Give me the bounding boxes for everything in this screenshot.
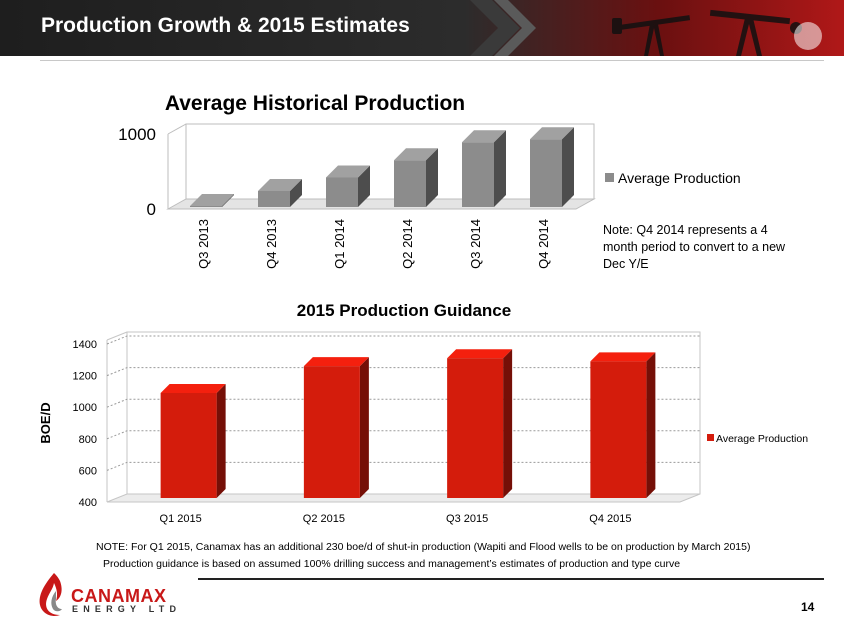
- y-tick-label: 400: [79, 497, 97, 509]
- bar-historical: [394, 148, 438, 207]
- bar-historical: [462, 130, 506, 207]
- canamax-flame-logo-icon: [39, 573, 62, 616]
- bar-historical: [190, 194, 234, 207]
- y-tick-label: 600: [79, 465, 97, 477]
- bar-historical: [326, 165, 370, 207]
- page-number: 14: [801, 600, 815, 614]
- page-title: Production Growth & 2015 Estimates: [41, 14, 410, 37]
- footer-divider: [198, 578, 824, 580]
- x-tick-label: Q4 2015: [589, 513, 631, 525]
- historical-production-chart: Average Historical Production 0 1000 Q3 201…: [118, 92, 741, 269]
- logo-wordmark: CANAMAX: [71, 586, 167, 606]
- legend-label: Average Production: [618, 170, 741, 186]
- x-tick-label: Q3 2014: [468, 219, 483, 269]
- footnote-shut-in: NOTE: For Q1 2015, Canamax has an additi…: [96, 541, 751, 553]
- bar-guidance: [447, 349, 513, 498]
- chart-title: Average Historical Production: [165, 92, 465, 115]
- chevron-decoration: [470, 0, 536, 56]
- chart-floor: [106, 493, 701, 503]
- legend-swatch: [605, 173, 614, 182]
- x-tick-label: Q3 2015: [446, 513, 488, 525]
- bar-guidance: [160, 383, 226, 498]
- x-tick-label: Q4 2014: [536, 219, 551, 269]
- header-banner: Production Growth & 2015 Estimates: [0, 0, 844, 56]
- bar-historical: [258, 179, 302, 207]
- q4-note: Note: Q4 2014 represents a 4 month perio…: [603, 223, 786, 271]
- x-tick-label: Q1 2014: [332, 219, 347, 269]
- bar-guidance: [590, 352, 656, 498]
- y-tick-label: 1400: [73, 339, 97, 351]
- gridline: [106, 398, 700, 408]
- logo-subtitle: ENERGY LTD: [72, 604, 182, 614]
- bar-guidance: [303, 357, 369, 498]
- gridline: [106, 335, 700, 345]
- y-tick-label: 800: [79, 434, 97, 446]
- gridline: [106, 430, 700, 440]
- legend-label: Average Production: [716, 433, 808, 445]
- footnote-guidance-basis: Production guidance is based on assumed …: [103, 558, 681, 570]
- x-tick-label: Q4 2013: [264, 219, 279, 269]
- x-tick-label: Q1 2015: [160, 513, 202, 525]
- y-tick-label: 1000: [118, 125, 156, 144]
- x-tick-label: Q2 2014: [400, 219, 415, 269]
- y-tick-label: 1000: [73, 402, 97, 414]
- y-tick-label: 0: [147, 200, 156, 219]
- production-guidance-chart: 2015 Production Guidance 400 600 800 1000 120…: [38, 301, 808, 525]
- legend-swatch: [707, 434, 714, 441]
- y-axis-label: BOE/D: [38, 402, 53, 443]
- y-axis-top-edge: [167, 123, 187, 135]
- bar-historical: [530, 127, 574, 207]
- gridline: [106, 367, 700, 377]
- x-tick-label: Q2 2015: [303, 513, 345, 525]
- chart-title: 2015 Production Guidance: [297, 301, 511, 320]
- gridline: [106, 461, 700, 471]
- y-axis-top-edge: [106, 331, 128, 341]
- oil-pumpjack-icon: [612, 9, 822, 56]
- header-divider: [40, 60, 824, 61]
- y-tick-label: 1200: [73, 371, 97, 383]
- x-tick-label: Q3 2013: [196, 219, 211, 269]
